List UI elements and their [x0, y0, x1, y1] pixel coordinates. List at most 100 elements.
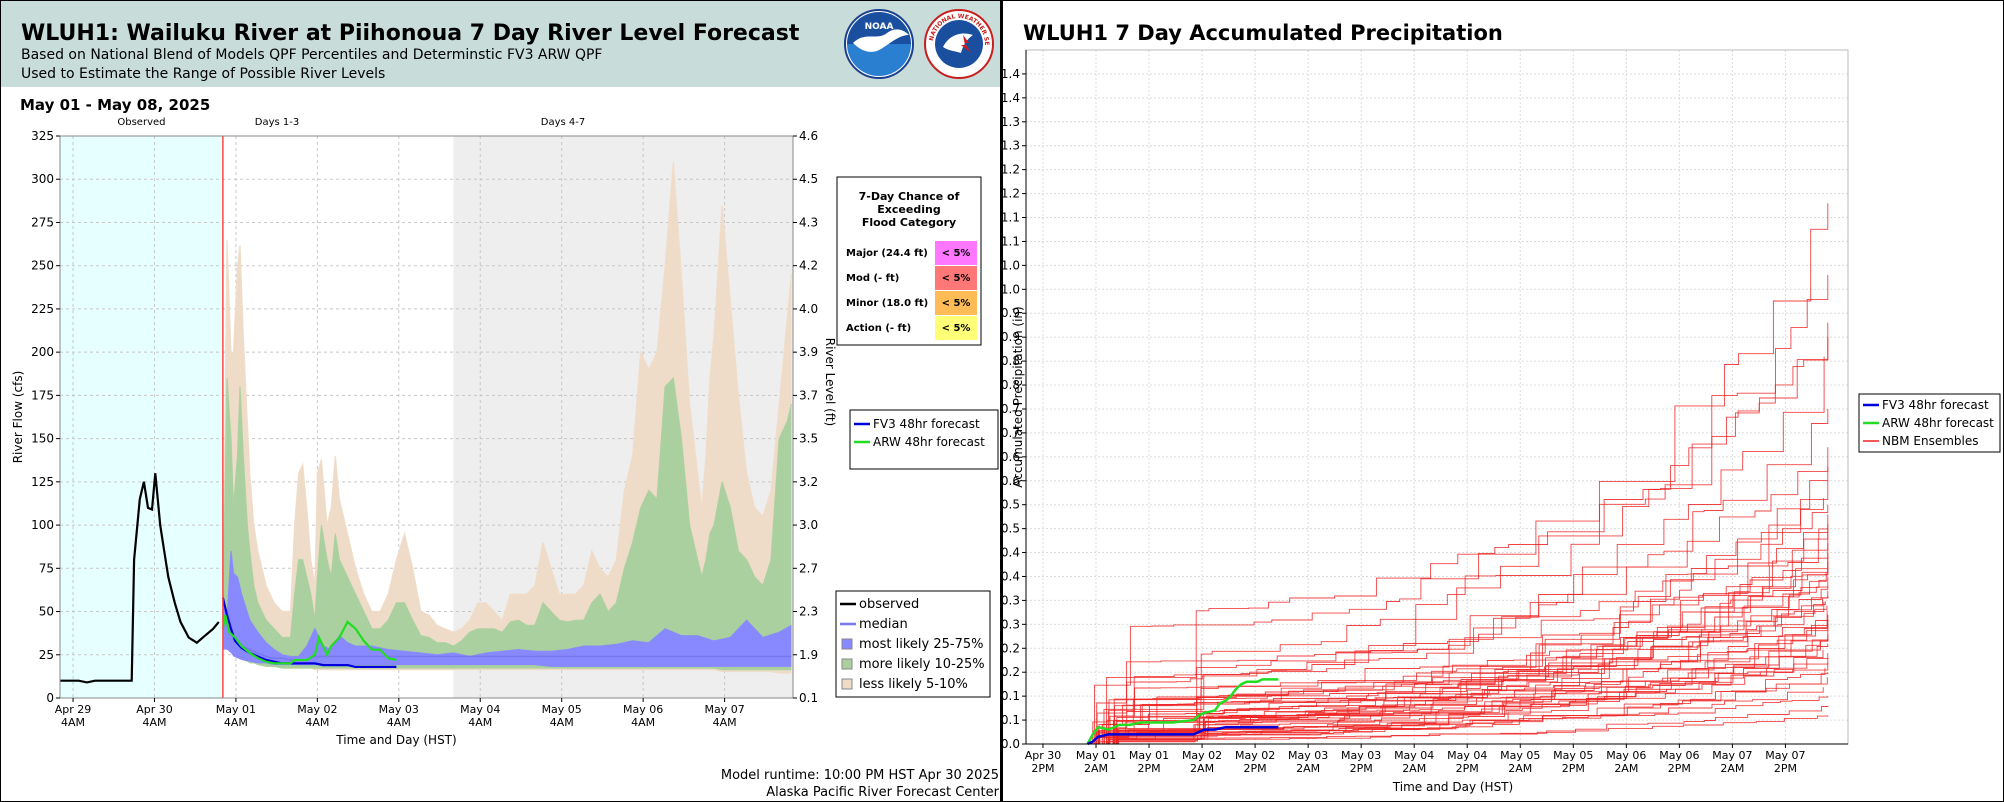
- x-tick-label: 4AM: [631, 716, 655, 729]
- arw-forecast-line: [221, 614, 397, 665]
- flood-box-title: 7-Day Chance of: [859, 190, 960, 203]
- page-subtitle-1: Based on National Blend of Models QPF Pe…: [21, 47, 603, 63]
- y2-tick-label: 3.5: [799, 432, 818, 446]
- nbm-ensemble-line: [1087, 447, 1829, 745]
- forecast-center: Alaska Pacific River Forecast Center: [766, 785, 999, 800]
- y-tick-label: 1.0: [1001, 282, 1020, 296]
- legend-forecast-box: [849, 409, 999, 470]
- y-tick-label: 1.4: [1001, 67, 1020, 81]
- x-tick-label: Apr 29: [55, 703, 92, 716]
- nbm-ensemble-line: [1087, 633, 1829, 745]
- legend-label: ARW 48hr forecast: [1882, 416, 1994, 430]
- nbm-ensemble-line: [1087, 466, 1829, 745]
- y-axis-label: Accumulated Precipitation (in): [1011, 306, 1025, 487]
- nbm-ensemble-line: [1087, 590, 1829, 745]
- x-tick-label: 2PM: [1668, 762, 1691, 775]
- x-tick-label: May 04: [1447, 749, 1487, 762]
- x-tick-label: 4AM: [713, 716, 737, 729]
- nbm-ensemble-line: [1087, 668, 1826, 745]
- x-axis-label: Time and Day (HST): [335, 733, 456, 747]
- y-tick-label: 50: [39, 605, 54, 619]
- y2-tick-label: 3.0: [799, 518, 818, 532]
- nbm-ensemble-line: [1087, 533, 1829, 745]
- x-tick-label: 4AM: [224, 716, 248, 729]
- river-forecast-chart: 0 25 50 75 100 125 150 175 200 225 250 275 300 325 0.1…: [11, 117, 999, 747]
- x-tick-label: 2PM: [1350, 762, 1373, 775]
- nbm-ensemble-line: [1087, 715, 1829, 745]
- y-tick-label: 325: [31, 129, 54, 143]
- flood-box-title: Exceeding: [877, 203, 940, 216]
- nbm-ensemble-line: [1087, 619, 1829, 745]
- y-tick-label: 0.7: [1001, 402, 1020, 416]
- x-tick-label: May 03: [379, 703, 419, 716]
- nbm-ensemble-line: [1087, 275, 1829, 745]
- x-tick-label: May 05: [1500, 749, 1540, 762]
- legend-label: less likely 5-10%: [859, 677, 968, 692]
- y2-tick-label: 3.7: [799, 388, 818, 402]
- period-label-observed: Observed: [117, 117, 165, 128]
- model-runtime: Model runtime: 10:00 PM HST Apr 30 2025: [720, 768, 999, 783]
- nbm-ensemble-line: [1087, 543, 1829, 745]
- y-tick-label: 0.9: [1001, 330, 1020, 344]
- noaa-logo-icon: NOAA: [844, 9, 914, 79]
- x-tick-label: Apr 30: [1025, 749, 1062, 762]
- y2-tick-label: 3.9: [799, 345, 818, 359]
- plot-border: [59, 135, 794, 699]
- page-title: WLUH1: Wailuku River at Piihonoua 7 Day …: [21, 21, 800, 46]
- x-tick-label: May 03: [1341, 749, 1381, 762]
- date-range-label: May 01 - May 08, 2025: [20, 96, 211, 114]
- y2-tick-label: 4.6: [799, 129, 818, 143]
- y-axis-label: River Flow (cfs): [11, 371, 25, 464]
- fv3-forecast-line: [221, 597, 397, 669]
- nbm-ensemble-line: [1087, 576, 1829, 745]
- x-tick-label: 4AM: [61, 716, 85, 729]
- y-tick-label: 0.1: [1001, 689, 1020, 703]
- x-tick-label: May 01: [1076, 749, 1116, 762]
- x-tick-label: 2AM: [1614, 762, 1638, 775]
- band-10-25-area: [222, 378, 792, 671]
- y-tick-label: 1.1: [1001, 211, 1020, 225]
- y-tick-label: 75: [39, 561, 54, 575]
- flood-box-title: Flood Category: [862, 216, 956, 229]
- y-tick-label: 1.2: [1001, 187, 1020, 201]
- flood-row-label: Action (- ft): [846, 323, 911, 334]
- x-tick-label: 2PM: [1137, 762, 1160, 775]
- x-tick-label: 2PM: [1244, 762, 1267, 775]
- x-tick-label: 2PM: [1456, 762, 1479, 775]
- nbm-ensemble-line: [1087, 619, 1829, 745]
- flood-row-swatch: [935, 316, 977, 340]
- x-tick-label: May 01: [1129, 749, 1169, 762]
- flood-row-label: Minor (18.0 ft): [846, 298, 928, 309]
- nbm-ensemble-line: [1087, 528, 1829, 745]
- x-tick-label: 2AM: [1084, 762, 1108, 775]
- x-tick-label: May 07: [704, 703, 744, 716]
- y2-tick-label: 4.5: [799, 172, 818, 186]
- legend-label: NBM Ensembles: [1882, 434, 1978, 448]
- y-tick-label: 1.0: [1001, 258, 1020, 272]
- y-tick-label: 200: [31, 345, 54, 359]
- y-tick-label: 0.2: [1001, 665, 1020, 679]
- x-tick-label: 2AM: [1296, 762, 1320, 775]
- arw-forecast-line: [1086, 678, 1279, 745]
- x-tick-label: 2AM: [1402, 762, 1426, 775]
- x-tick-label: May 03: [1288, 749, 1328, 762]
- legend-label: more likely 10-25%: [859, 657, 985, 672]
- y-tick-label: 100: [31, 518, 54, 532]
- observed-period-shade: [60, 136, 223, 698]
- x-tick-label: May 05: [1553, 749, 1593, 762]
- y-tick-label: 0.5: [1001, 522, 1020, 536]
- flood-row-label: Mod (- ft): [846, 273, 899, 284]
- nbm-ensemble-line: [1087, 705, 1829, 745]
- observed-line: [60, 473, 220, 684]
- nbm-ensemble-line: [1087, 409, 1829, 745]
- x-tick-label: May 06: [623, 703, 663, 716]
- legend-box: [1858, 393, 2001, 453]
- y-tick-label: 0.9: [1001, 306, 1020, 320]
- x-tick-label: May 07: [1765, 749, 1805, 762]
- legend-label: ARW 48hr forecast: [873, 435, 985, 449]
- y-tick-label: 0.7: [1001, 426, 1020, 440]
- y-tick-label: 0.5: [1001, 498, 1020, 512]
- y2-tick-label: 4.2: [799, 259, 818, 273]
- nbm-ensemble-line: [1087, 572, 1827, 745]
- nbm-ensemble-line: [1087, 322, 1829, 745]
